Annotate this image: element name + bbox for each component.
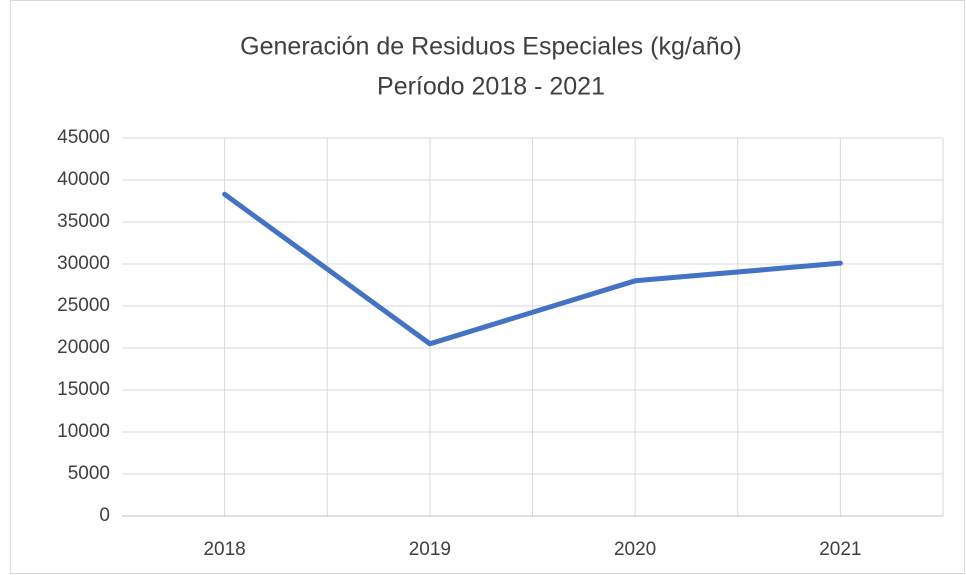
y-tick-label: 35000: [57, 211, 110, 232]
y-tick-label: 25000: [57, 295, 110, 316]
y-tick-label: 5000: [68, 463, 110, 484]
y-tick-label: 0: [99, 505, 110, 526]
x-tick-label: 2020: [614, 539, 656, 560]
x-tick-label: 2021: [819, 539, 861, 560]
y-tick-label: 40000: [57, 169, 110, 190]
y-tick-label: 10000: [57, 421, 110, 442]
chart-frame: [10, 0, 965, 574]
y-tick-label: 15000: [57, 379, 110, 400]
y-tick-label: 20000: [57, 337, 110, 358]
line-series: [222, 191, 843, 347]
y-tick-label: 30000: [57, 253, 110, 274]
chart-title: Generación de Residuos Especiales (kg/añ…: [240, 33, 742, 61]
y-tick-label: 45000: [57, 127, 110, 148]
x-tick-label: 2018: [203, 539, 245, 560]
x-tick-label: 2019: [409, 539, 451, 560]
chart-subtitle: Período 2018 - 2021: [377, 73, 605, 101]
